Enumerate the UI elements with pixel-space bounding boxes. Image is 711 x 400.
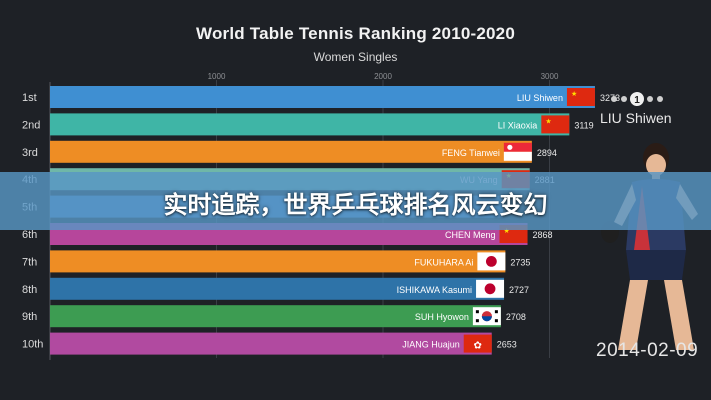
bar (50, 113, 570, 136)
flag-star: ★ (545, 117, 551, 125)
caption-banner-text: 实时追踪，世界乒乓球排名风云变幻 (163, 191, 548, 219)
player-name-label: FENG Tianwei (442, 148, 500, 158)
flag-icon (476, 279, 505, 298)
flag-icon: ★ (566, 88, 595, 106)
ranking-date: 2014-02-09 (596, 340, 699, 361)
flag-top (503, 142, 532, 152)
player-name-label: CHEN Meng (445, 230, 496, 240)
chart-subtitle: Women Singles (313, 50, 398, 64)
flag-trigram (494, 319, 498, 323)
value-label: 2653 (497, 340, 517, 350)
rank-label: 1st (22, 92, 37, 104)
x-tick-label: 1000 (208, 72, 226, 81)
value-label: 2868 (533, 230, 553, 240)
bar (50, 86, 595, 108)
player-name-label: ISHIKAWA Kasumi (397, 285, 472, 295)
flag-field (463, 334, 492, 353)
player-name-label: SUH Hyowon (415, 312, 469, 322)
bar (50, 305, 501, 328)
flag-field (541, 115, 570, 134)
flag-crescent (507, 144, 513, 150)
flag-trigram (475, 310, 479, 314)
value-label: 2735 (510, 257, 530, 267)
flag-trigram (475, 319, 479, 323)
bar (50, 277, 505, 300)
rank-label: 7th (22, 256, 37, 268)
svg-text:1: 1 (634, 95, 640, 106)
x-tick-label: 2000 (374, 72, 392, 81)
value-label: 2708 (506, 312, 526, 322)
player-name: LIU Shiwen (600, 110, 672, 126)
flag-taegeuk-blue (481, 316, 492, 322)
flag-icon (472, 307, 501, 326)
chart-title: World Table Tennis Ranking 2010-2020 (196, 24, 515, 43)
bar (50, 140, 532, 163)
caption-banner (0, 172, 711, 230)
flag-icon (477, 252, 506, 271)
player-name-label: FUKUHARA Ai (414, 257, 473, 267)
flag-icon: ★ (541, 115, 570, 134)
value-label: 2894 (537, 148, 557, 158)
flag-star: ★ (504, 227, 510, 235)
x-tick-label: 3000 (541, 72, 559, 81)
flag-icon: ✿ (463, 334, 492, 353)
value-label: 3273 (600, 93, 620, 103)
rank-label: 10th (22, 339, 43, 351)
rank-label: 3rd (22, 147, 38, 159)
player-name-label: LIU Shiwen (517, 93, 563, 103)
flag-disc (485, 256, 497, 267)
flag-flower: ✿ (474, 341, 482, 352)
rank-label: 8th (22, 284, 37, 296)
flag-star: ★ (571, 90, 577, 98)
bar (50, 332, 492, 355)
flag-field (566, 88, 595, 106)
rank-label: 2nd (22, 119, 40, 131)
flag-trigram (494, 310, 498, 314)
value-label: 2727 (509, 285, 529, 295)
ittf-logo-icon: 1 (611, 92, 663, 106)
player-name-label: LI Xiaoxia (498, 120, 538, 130)
rank-label: 6th (22, 229, 37, 241)
bar (50, 250, 506, 273)
flag-icon (503, 142, 532, 161)
value-label: 3119 (574, 120, 593, 130)
player-name-label: JIANG Huajun (402, 340, 460, 350)
rank-label: 9th (22, 311, 37, 323)
flag-bottom (503, 151, 532, 161)
flag-disc (484, 283, 496, 295)
